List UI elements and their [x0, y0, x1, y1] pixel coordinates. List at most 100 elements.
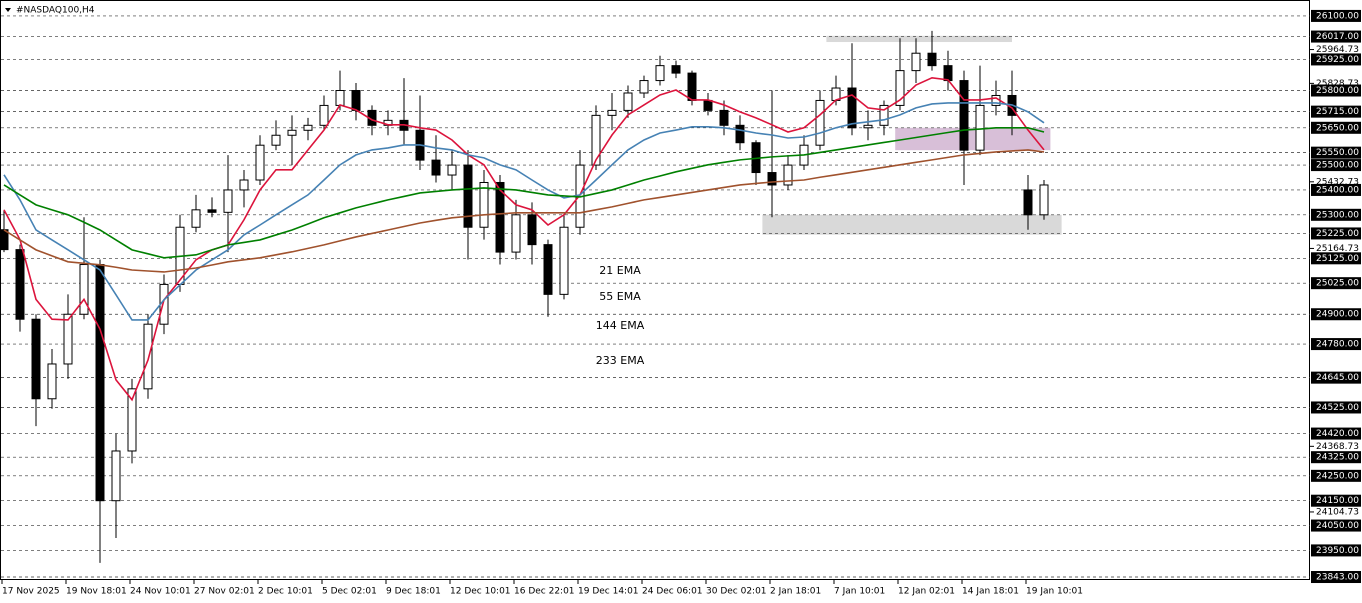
- menu-arrow: [5, 8, 11, 12]
- legend-label: 144 EMA: [596, 319, 645, 332]
- x-tick-label: 9 Dec 18:01: [386, 587, 441, 597]
- zone: [826, 35, 1012, 43]
- level-label-bg: [1311, 277, 1361, 290]
- candle-body: [719, 109, 729, 126]
- level-label: 24900.00: [1316, 310, 1359, 320]
- level-label-bg: [1311, 401, 1361, 414]
- y-tick-label: 25828.73: [1316, 79, 1359, 89]
- x-tick-label: 19 Nov 18:01: [66, 587, 127, 597]
- level-label: 24325.00: [1316, 453, 1359, 463]
- candle-body: [63, 313, 73, 365]
- candle-body: [895, 70, 905, 106]
- level-label: 25125.00: [1316, 254, 1359, 264]
- x-tick-label: 7 Jan 10:01: [834, 587, 885, 597]
- level-label: 24780.00: [1316, 340, 1359, 350]
- level-label: 25025.00: [1316, 279, 1359, 289]
- level-label: 24645.00: [1316, 373, 1359, 383]
- level-label: 24150.00: [1316, 496, 1359, 506]
- candle-body: [767, 172, 777, 186]
- level-label-bg: [1311, 84, 1361, 97]
- x-tick-label: 14 Jan 18:01: [962, 587, 1019, 597]
- level-label-bg: [1311, 53, 1361, 66]
- candle-body: [319, 104, 329, 126]
- level-label: 23950.00: [1316, 546, 1359, 556]
- candle-body: [591, 114, 601, 166]
- level-label-bg: [1311, 451, 1361, 464]
- level-label-bg: [1311, 338, 1361, 351]
- candle-body: [127, 388, 137, 452]
- legend-label: 55 EMA: [599, 290, 641, 303]
- level-label: 25925.00: [1316, 55, 1359, 65]
- candle-body: [847, 87, 857, 129]
- level-label-bg: [1311, 105, 1361, 118]
- candle-body: [511, 214, 521, 253]
- candle-body: [735, 124, 745, 144]
- level-label: 25650.00: [1316, 123, 1359, 133]
- y-tick-label: 25164.73: [1316, 244, 1359, 254]
- x-tick-label: 27 Nov 02:01: [194, 587, 255, 597]
- candle-body: [255, 144, 265, 181]
- x-tick-label: 12 Jan 02:01: [898, 587, 955, 597]
- level-label-bg: [1311, 146, 1361, 159]
- level-label: 26017.00: [1316, 32, 1359, 42]
- level-label-bg: [1311, 121, 1361, 134]
- y-tick-label: 24368.73: [1316, 442, 1359, 452]
- candle-body: [975, 104, 985, 151]
- level-label-bg: [1311, 208, 1361, 221]
- ema-line: [3, 126, 1045, 259]
- level-label: 25800.00: [1316, 86, 1359, 96]
- level-label-bg: [1311, 371, 1361, 384]
- y-tick-label: 24104.73: [1316, 507, 1359, 517]
- candle-body: [623, 92, 633, 111]
- x-tick-label: 30 Dec 02:01: [706, 587, 767, 597]
- candle-body: [1023, 189, 1033, 216]
- zone: [762, 214, 1062, 235]
- candle-body: [527, 214, 537, 246]
- candle-body: [943, 65, 953, 82]
- candle-body: [351, 90, 361, 111]
- level-label: 24250.00: [1316, 471, 1359, 481]
- candle-body: [927, 52, 937, 67]
- level-label: 25715.00: [1316, 107, 1359, 117]
- level-label-bg: [1311, 544, 1361, 557]
- x-tick-label: 2 Dec 10:01: [258, 587, 313, 597]
- candle-body: [559, 226, 569, 295]
- candle-body: [1039, 184, 1049, 216]
- candle-body: [655, 65, 665, 82]
- level-label: 25500.00: [1316, 161, 1359, 171]
- x-tick-label: 19 Dec 14:01: [578, 587, 639, 597]
- zone: [895, 127, 1051, 151]
- candle-body: [47, 363, 57, 400]
- candle-body: [191, 209, 201, 228]
- candle-body: [95, 264, 105, 502]
- x-tick-label: 12 Dec 10:01: [450, 587, 511, 597]
- candle-body: [207, 209, 217, 213]
- x-tick-label: 24 Nov 10:01: [130, 587, 191, 597]
- level-label: 25300.00: [1316, 210, 1359, 220]
- level-label: 25550.00: [1316, 148, 1359, 158]
- candle-body: [543, 244, 553, 295]
- ema-line: [3, 149, 1045, 273]
- candle-body: [671, 65, 681, 74]
- ema-line: [3, 102, 1045, 321]
- level-label-bg: [1311, 30, 1361, 43]
- x-tick-label: 17 Nov 2025: [2, 587, 60, 597]
- candle-body: [431, 159, 441, 176]
- candle-body: [0, 229, 9, 251]
- candle-body: [239, 179, 249, 191]
- level-label: 23843.00: [1316, 573, 1359, 583]
- candle-body: [479, 181, 489, 228]
- candle-body: [703, 99, 713, 111]
- level-label-bg: [1311, 519, 1361, 532]
- candle-body: [447, 164, 457, 176]
- x-tick-label: 2 Jan 18:01: [770, 587, 821, 597]
- y-tick-label: 25432.73: [1316, 177, 1359, 187]
- candle-body: [495, 181, 505, 253]
- level-label: 25225.00: [1316, 229, 1359, 239]
- candle-body: [687, 72, 697, 101]
- candle-body: [303, 124, 313, 131]
- level-label-bg: [1311, 571, 1361, 584]
- level-label-bg: [1311, 469, 1361, 482]
- candle-body: [783, 164, 793, 186]
- candle-body: [143, 323, 153, 390]
